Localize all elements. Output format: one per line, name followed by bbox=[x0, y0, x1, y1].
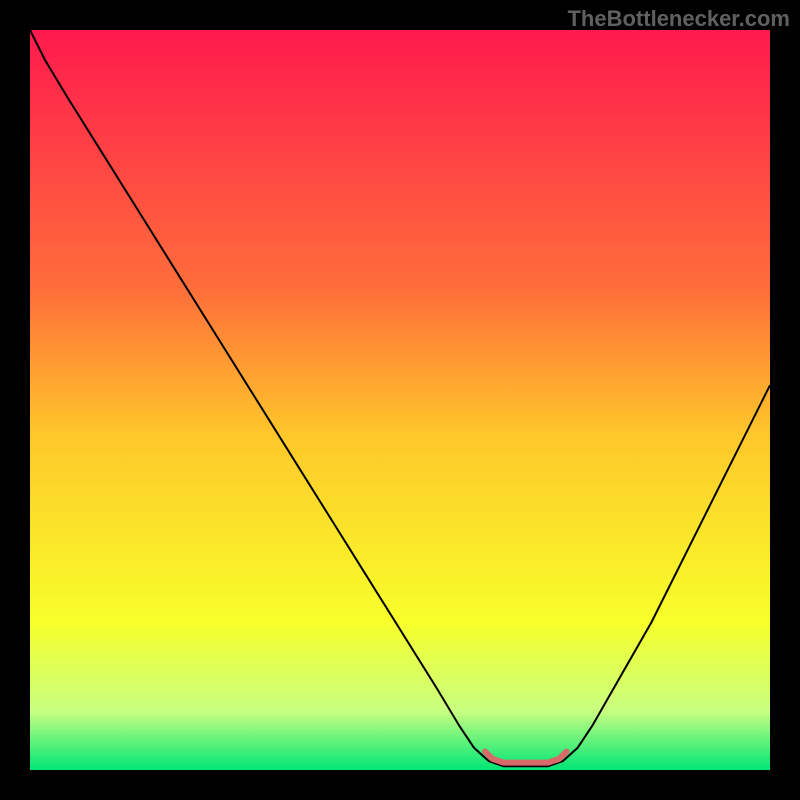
optimal-range-marker bbox=[485, 752, 566, 763]
curve-path bbox=[30, 30, 770, 766]
chart-container: TheBottlenecker.com bbox=[0, 0, 800, 800]
bottleneck-curve bbox=[30, 30, 770, 770]
plot-area bbox=[30, 30, 770, 770]
watermark-text: TheBottlenecker.com bbox=[567, 6, 790, 32]
